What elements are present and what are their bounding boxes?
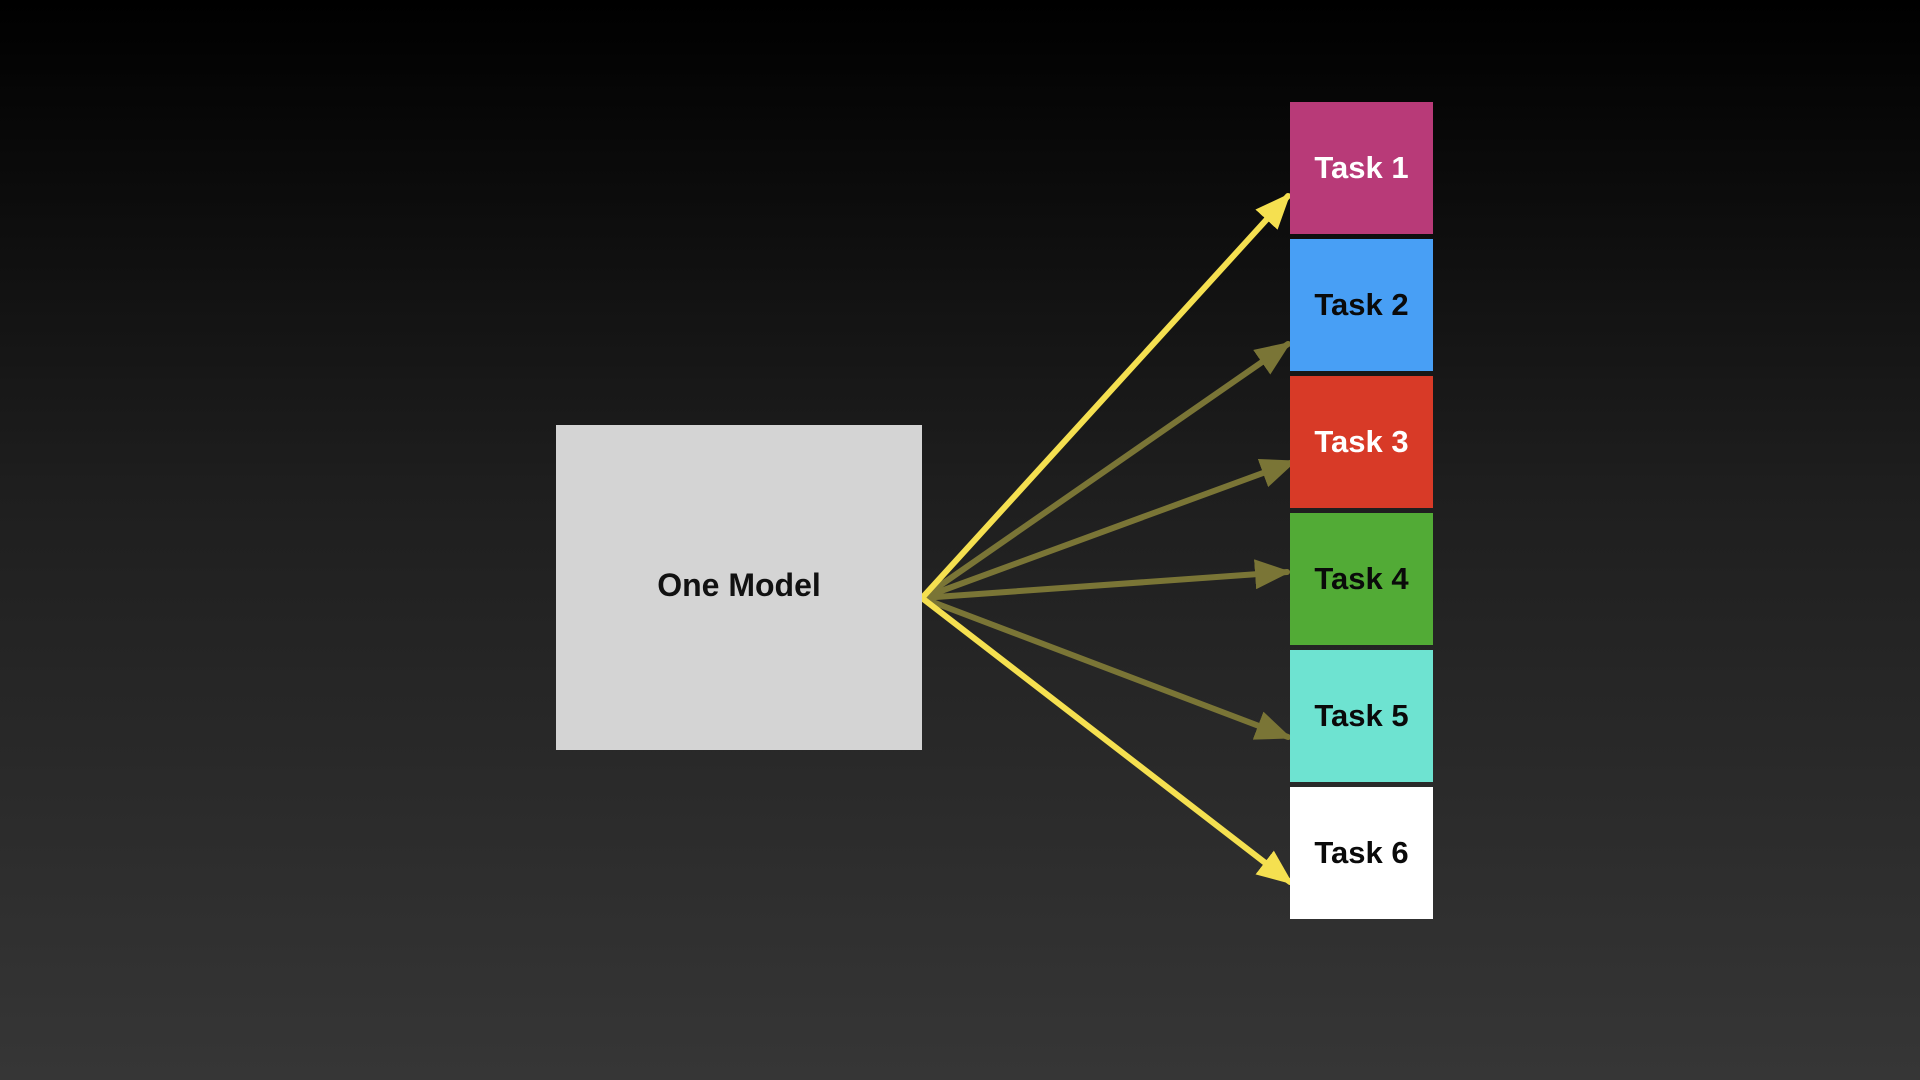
arrow-to-task-5 — [919, 595, 1292, 740]
task-6-label: Task 6 — [1314, 835, 1409, 870]
task-5-label: Task 5 — [1314, 698, 1409, 733]
arrow-to-task-6 — [919, 595, 1294, 885]
task-2-label: Task 2 — [1314, 287, 1409, 322]
arrow-to-task-1 — [919, 193, 1291, 601]
task-4-box: Task 4 — [1290, 513, 1433, 645]
arrow-to-task-4 — [919, 559, 1291, 601]
task-4-label: Task 4 — [1314, 561, 1409, 596]
task-3-label: Task 3 — [1314, 424, 1409, 459]
arrow-to-task-3 — [919, 458, 1297, 601]
task-5-box: Task 5 — [1290, 650, 1433, 782]
arrow-to-task-2 — [919, 341, 1292, 601]
task-1-label: Task 1 — [1314, 150, 1409, 185]
task-1-box: Task 1 — [1290, 102, 1433, 234]
model-label: One Model — [657, 567, 821, 603]
task-6-box: Task 6 — [1290, 787, 1433, 919]
task-3-box: Task 3 — [1290, 376, 1433, 508]
task-2-box: Task 2 — [1290, 239, 1433, 371]
model-box: One Model — [556, 425, 922, 750]
